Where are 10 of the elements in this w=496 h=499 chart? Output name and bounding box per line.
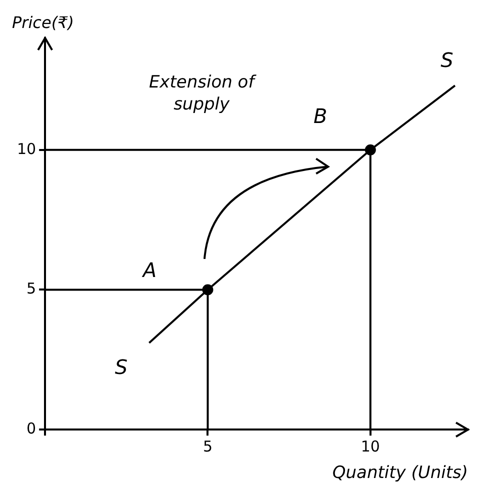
annotation: Extension of supply	[148, 72, 258, 114]
annotation: S	[114, 355, 128, 380]
y-tick-label: 0	[26, 419, 36, 438]
y-tick-label: 10	[16, 140, 36, 158]
y-axis-title: Price(₹)	[12, 13, 74, 32]
annotation: A	[140, 258, 157, 282]
annotation: S	[440, 48, 454, 72]
x-axis-title: Quantity (Units)	[332, 463, 468, 484]
y-tick-label: 5	[26, 280, 36, 298]
annotation: B	[314, 104, 328, 128]
